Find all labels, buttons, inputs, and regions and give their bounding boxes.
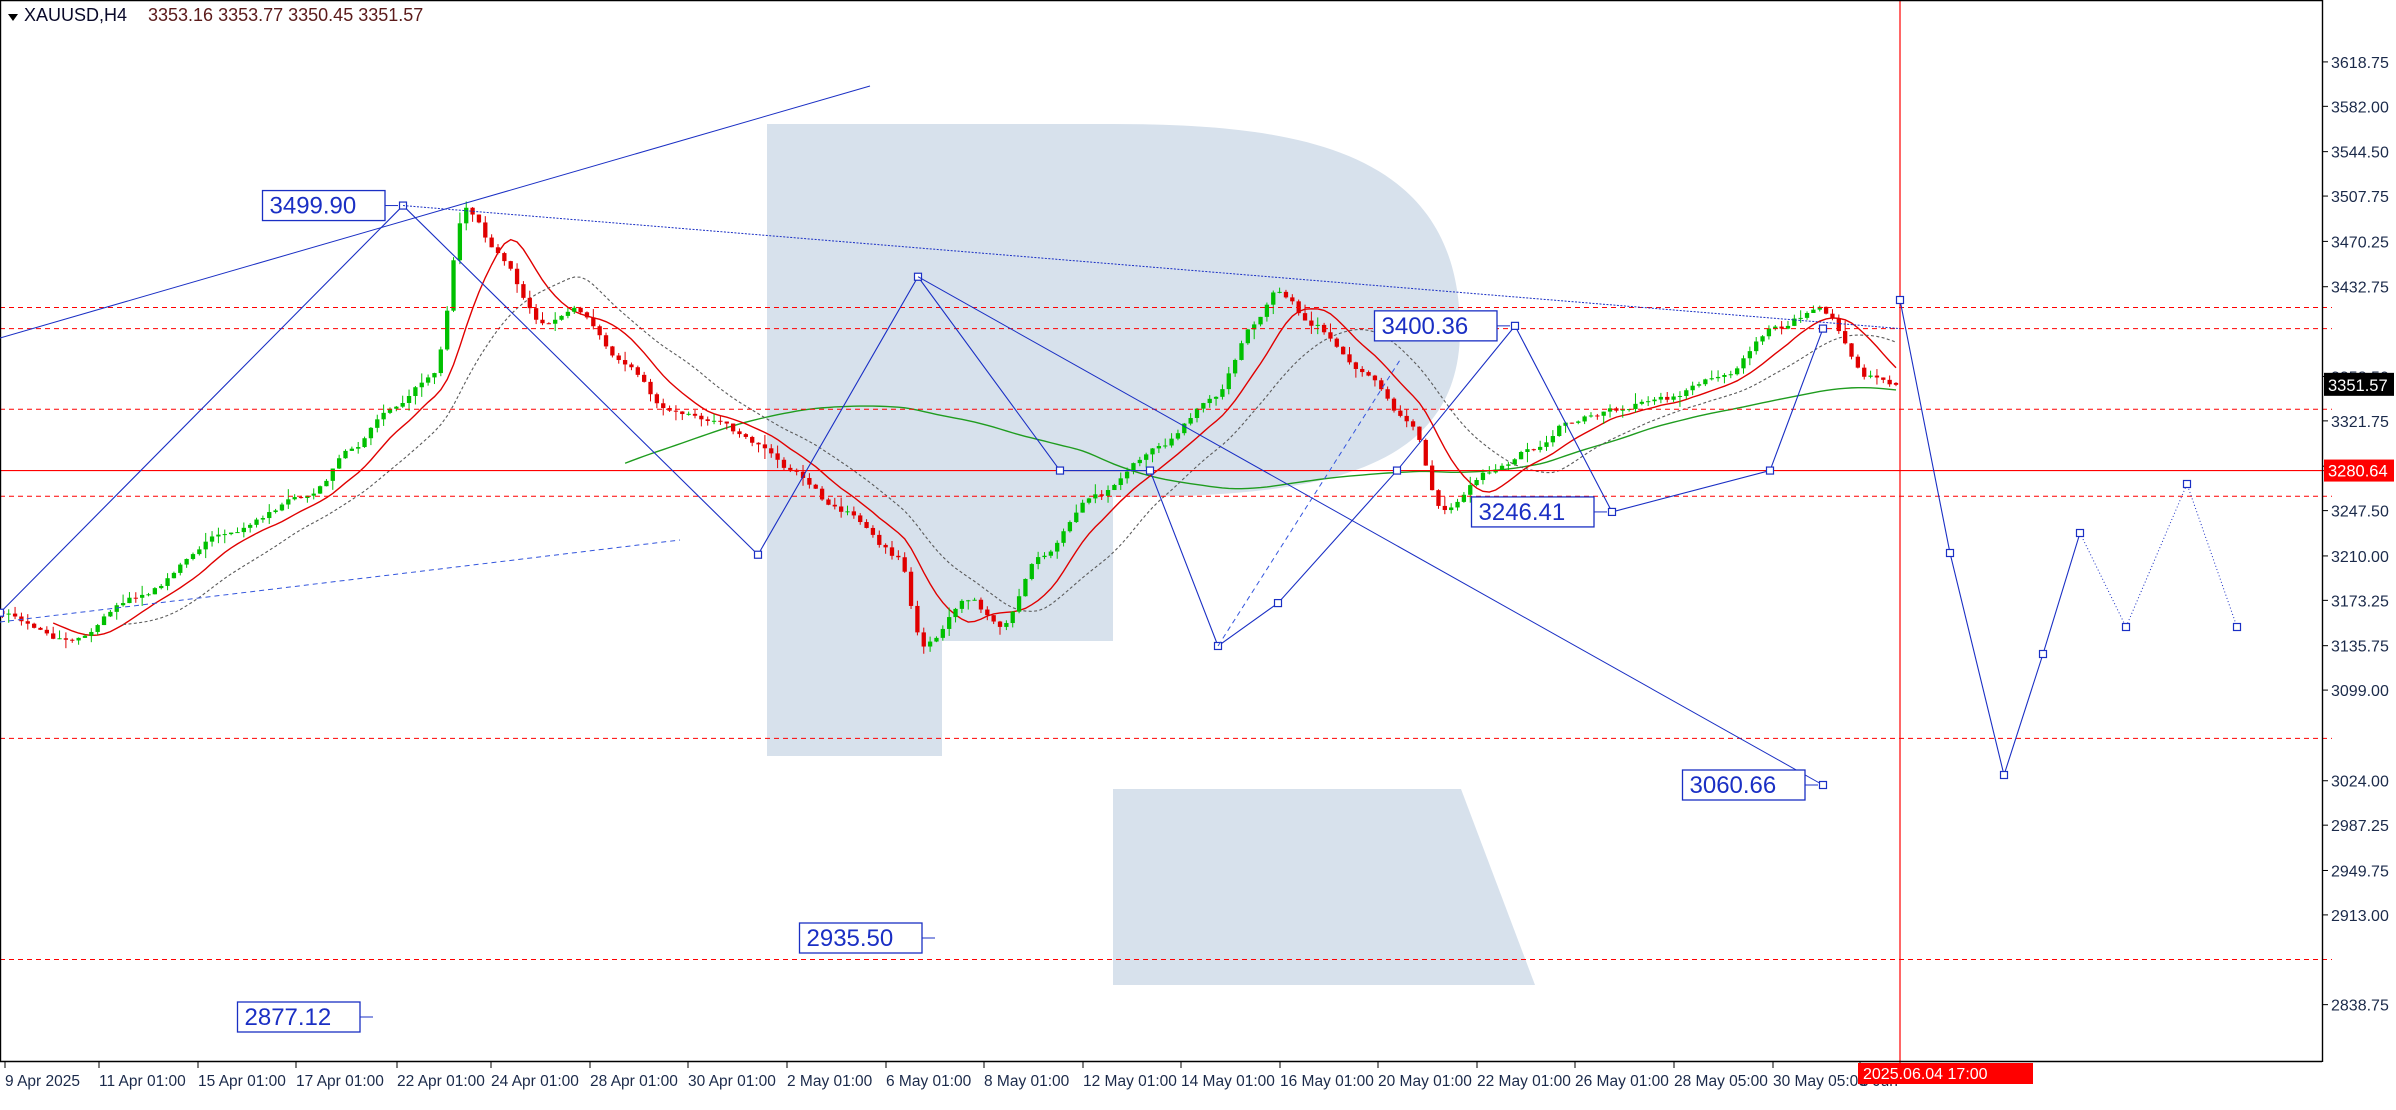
- svg-text:2913.00: 2913.00: [2331, 908, 2389, 925]
- svg-text:2025.06.04 17:00: 2025.06.04 17:00: [1863, 1066, 1988, 1083]
- svg-text:3173.25: 3173.25: [2331, 593, 2389, 610]
- svg-text:6 May 01:00: 6 May 01:00: [886, 1073, 972, 1090]
- svg-text:2987.25: 2987.25: [2331, 818, 2389, 835]
- svg-text:3210.00: 3210.00: [2331, 549, 2389, 566]
- svg-text:28 May 05:00: 28 May 05:00: [1674, 1073, 1768, 1090]
- svg-text:2838.75: 2838.75: [2331, 998, 2389, 1015]
- svg-text:8 May 01:00: 8 May 01:00: [984, 1073, 1070, 1090]
- svg-text:2949.75: 2949.75: [2331, 863, 2389, 880]
- svg-text:3400.36: 3400.36: [1382, 313, 1469, 340]
- svg-text:2877.12: 2877.12: [245, 1004, 332, 1031]
- svg-text:24 Apr 01:00: 24 Apr 01:00: [491, 1073, 579, 1090]
- svg-text:3321.75: 3321.75: [2331, 414, 2389, 431]
- svg-text:11 Apr 01:00: 11 Apr 01:00: [99, 1073, 186, 1090]
- svg-text:3618.75: 3618.75: [2331, 55, 2389, 72]
- svg-text:28 Apr 01:00: 28 Apr 01:00: [590, 1073, 678, 1090]
- svg-text:30 May 05:00: 30 May 05:00: [1773, 1073, 1867, 1090]
- svg-text:9 Apr 2025: 9 Apr 2025: [5, 1073, 80, 1090]
- svg-text:XAUUSD,H4: XAUUSD,H4: [24, 5, 127, 25]
- svg-text:3499.90: 3499.90: [270, 193, 357, 220]
- svg-text:22 Apr 01:00: 22 Apr 01:00: [397, 1073, 485, 1090]
- svg-text:3024.00: 3024.00: [2331, 774, 2389, 791]
- svg-text:3582.00: 3582.00: [2331, 99, 2389, 116]
- svg-text:3507.75: 3507.75: [2331, 189, 2389, 206]
- svg-text:30 Apr 01:00: 30 Apr 01:00: [688, 1073, 776, 1090]
- svg-text:3099.00: 3099.00: [2331, 683, 2389, 700]
- svg-text:3544.50: 3544.50: [2331, 145, 2389, 162]
- svg-text:2935.50: 2935.50: [807, 925, 894, 952]
- svg-text:3432.75: 3432.75: [2331, 280, 2389, 297]
- svg-text:15 Apr 01:00: 15 Apr 01:00: [198, 1073, 286, 1090]
- svg-text:2 May 01:00: 2 May 01:00: [787, 1073, 873, 1090]
- svg-text:14 May 01:00: 14 May 01:00: [1181, 1073, 1275, 1090]
- svg-text:3247.50: 3247.50: [2331, 504, 2389, 521]
- svg-text:3280.64: 3280.64: [2328, 463, 2388, 481]
- svg-text:3353.16 3353.77 3350.45 3351.5: 3353.16 3353.77 3350.45 3351.57: [148, 5, 423, 25]
- svg-text:3351.57: 3351.57: [2328, 377, 2388, 395]
- svg-text:3135.75: 3135.75: [2331, 639, 2389, 656]
- svg-text:3060.66: 3060.66: [1690, 772, 1777, 799]
- svg-text:3246.41: 3246.41: [1479, 499, 1566, 526]
- svg-text:3470.25: 3470.25: [2331, 234, 2389, 251]
- svg-text:20 May 01:00: 20 May 01:00: [1378, 1073, 1472, 1090]
- svg-text:12 May 01:00: 12 May 01:00: [1083, 1073, 1177, 1090]
- svg-text:17 Apr 01:00: 17 Apr 01:00: [296, 1073, 384, 1090]
- svg-text:26 May 01:00: 26 May 01:00: [1575, 1073, 1669, 1090]
- svg-text:22 May 01:00: 22 May 01:00: [1477, 1073, 1571, 1090]
- svg-text:16 May 01:00: 16 May 01:00: [1280, 1073, 1374, 1090]
